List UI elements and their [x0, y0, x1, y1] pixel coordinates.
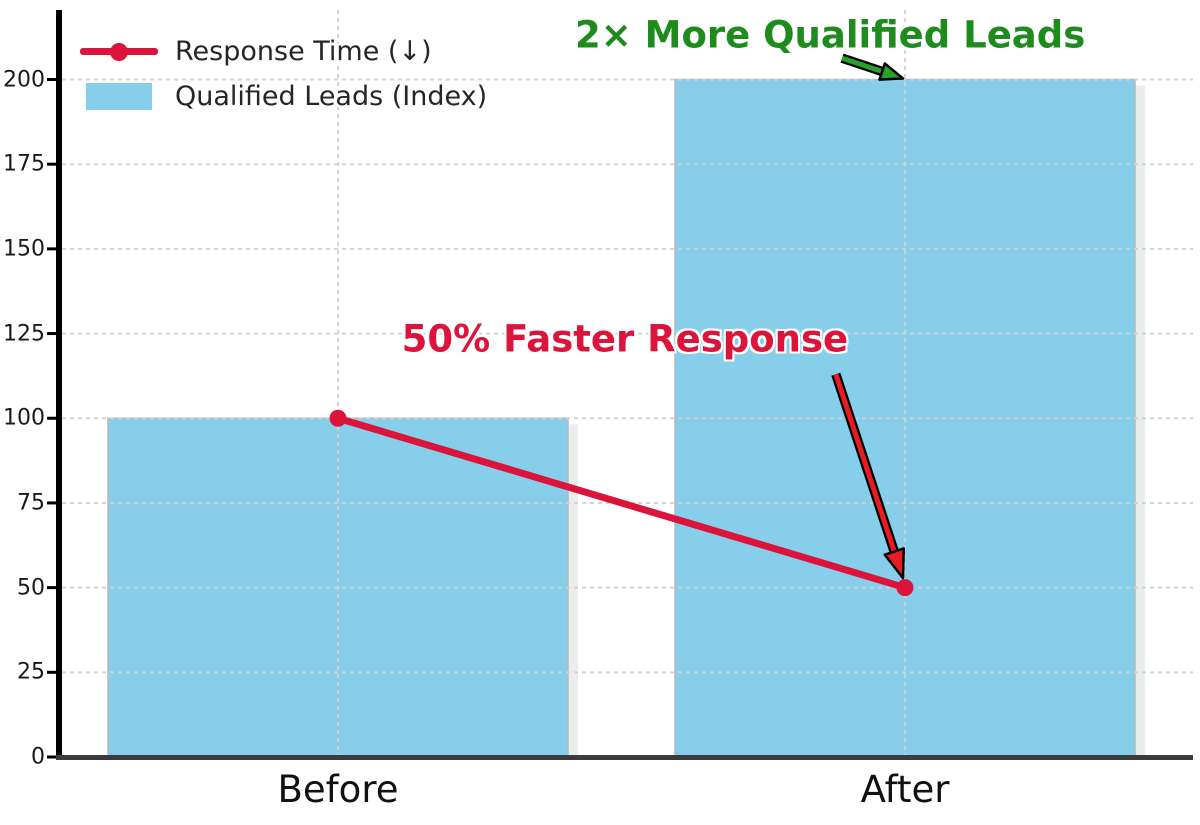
bar-shadow	[568, 424, 578, 757]
response-time-line	[334, 414, 909, 592]
annotation-arrow-shaft	[833, 373, 899, 558]
line-marker	[329, 409, 347, 427]
annotation-arrow-shaft	[841, 55, 888, 76]
annotation-arrow-head	[883, 547, 906, 580]
line-marker	[896, 579, 914, 597]
y-axis-spine	[56, 10, 62, 760]
bar-shadow	[1135, 85, 1145, 757]
annotation-arrow-head	[878, 62, 905, 81]
x-axis-spine	[56, 755, 1193, 760]
